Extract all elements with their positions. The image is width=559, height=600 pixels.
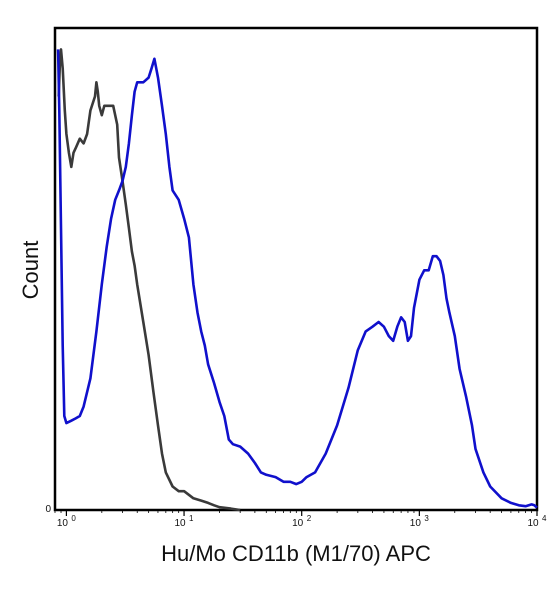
x-tick-label-0: 10 — [57, 518, 69, 529]
y-tick-label-0: 0 — [45, 504, 51, 515]
x-tick-label-4: 10 — [527, 518, 539, 529]
x-tick-label-1: 10 — [174, 518, 186, 529]
series-line-1 — [57, 48, 241, 512]
x-tick-exponent-2: 2 — [307, 514, 312, 523]
x-tick-exponent-3: 3 — [424, 514, 429, 523]
x-tick-exponent-4: 4 — [542, 514, 547, 523]
x-tick-label-2: 10 — [292, 518, 304, 529]
series-layer — [56, 48, 538, 512]
plot-frame — [53, 26, 539, 512]
x-axis-title: Hu/Mo CD11b (M1/70) APC — [161, 541, 431, 566]
tick-layer: 10 0 10 1 10 2 10 3 10 40 — [45, 504, 547, 529]
x-tick-exponent-0: 0 — [71, 514, 76, 523]
y-axis-title: Count — [18, 241, 43, 300]
x-tick-label-3: 10 — [410, 518, 422, 529]
x-tick-exponent-1: 1 — [189, 514, 194, 523]
series-line-2 — [56, 49, 538, 509]
